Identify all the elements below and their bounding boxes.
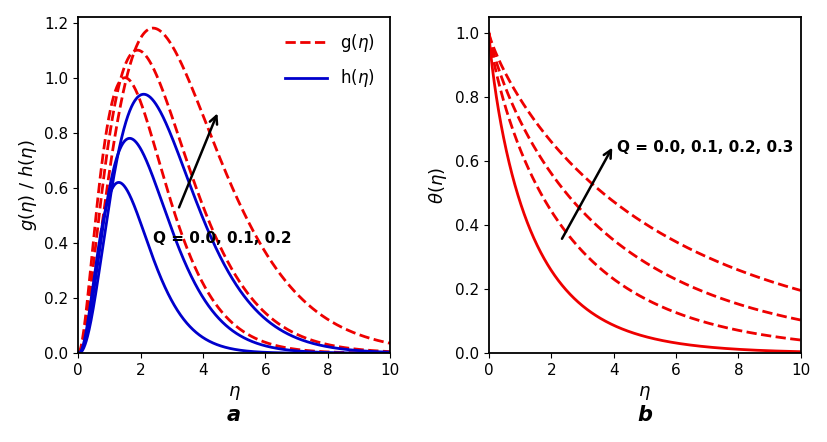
Legend: g($\eta$), h($\eta$): g($\eta$), h($\eta$) bbox=[279, 26, 381, 96]
Y-axis label: $g(\eta)$ / $h(\eta)$: $g(\eta)$ / $h(\eta)$ bbox=[17, 139, 39, 231]
Text: Q = 0.0, 0.1, 0.2, 0.3: Q = 0.0, 0.1, 0.2, 0.3 bbox=[617, 140, 793, 155]
Text: Q = 0.0, 0.1, 0.2: Q = 0.0, 0.1, 0.2 bbox=[153, 231, 292, 246]
Y-axis label: $\theta(\eta)$: $\theta(\eta)$ bbox=[428, 167, 449, 204]
Text: a: a bbox=[227, 404, 241, 424]
X-axis label: $\eta$: $\eta$ bbox=[638, 384, 651, 401]
Text: b: b bbox=[638, 404, 653, 424]
X-axis label: $\eta$: $\eta$ bbox=[227, 384, 241, 401]
